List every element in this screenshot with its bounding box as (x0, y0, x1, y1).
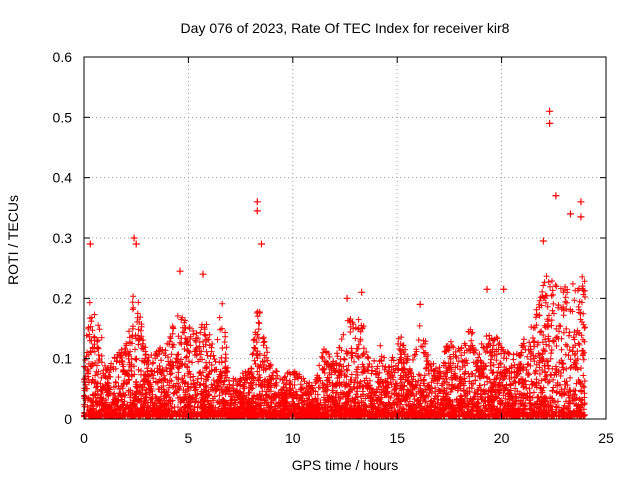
y-tick-label: 0.5 (53, 109, 73, 125)
roti-point (176, 267, 184, 275)
y-tick-label: 0.3 (53, 230, 73, 246)
roti-point (500, 285, 508, 293)
y-tick-label: 0.4 (53, 170, 73, 186)
roti-point (483, 285, 491, 293)
roti-point (546, 119, 554, 127)
roti-point (86, 240, 94, 248)
y-tick-label: 0.1 (53, 351, 73, 367)
x-tick-label: 0 (80, 430, 88, 446)
roti-point-cloud (81, 273, 588, 420)
roti-point (416, 300, 424, 308)
x-tick-label: 20 (494, 430, 510, 446)
x-tick-label: 5 (185, 430, 193, 446)
roti-point (546, 107, 554, 115)
roti-point (358, 288, 366, 296)
y-tick-label: 0.2 (53, 290, 73, 306)
data-points (81, 107, 588, 420)
x-tick-label: 10 (285, 430, 301, 446)
roti-point (539, 237, 547, 245)
y-tick-label: 0.6 (53, 49, 73, 65)
roti-point (257, 240, 265, 248)
roti-point (132, 240, 140, 248)
x-axis-label: GPS time / hours (292, 457, 399, 473)
roti-point (253, 207, 261, 215)
y-axis-label: ROTI / TECUs (5, 195, 21, 285)
roti-point (199, 270, 207, 278)
roti-point (552, 192, 560, 200)
roti-point (567, 210, 575, 218)
x-tick-label: 15 (389, 430, 405, 446)
roti-point (577, 213, 585, 221)
x-tick-labels: 0 5 10 15 20 25 (80, 430, 614, 446)
roti-point (577, 198, 585, 206)
x-tick-label: 25 (598, 430, 614, 446)
roti-point (130, 234, 138, 242)
y-tick-labels: 0 0.1 0.2 0.3 0.4 0.5 0.6 (53, 49, 73, 427)
axis-ticks (83, 56, 607, 420)
y-tick-label: 0 (64, 411, 72, 427)
chart-title: Day 076 of 2023, Rate Of TEC Index for r… (181, 20, 510, 36)
roti-point (253, 198, 261, 206)
roti-point (343, 294, 351, 302)
